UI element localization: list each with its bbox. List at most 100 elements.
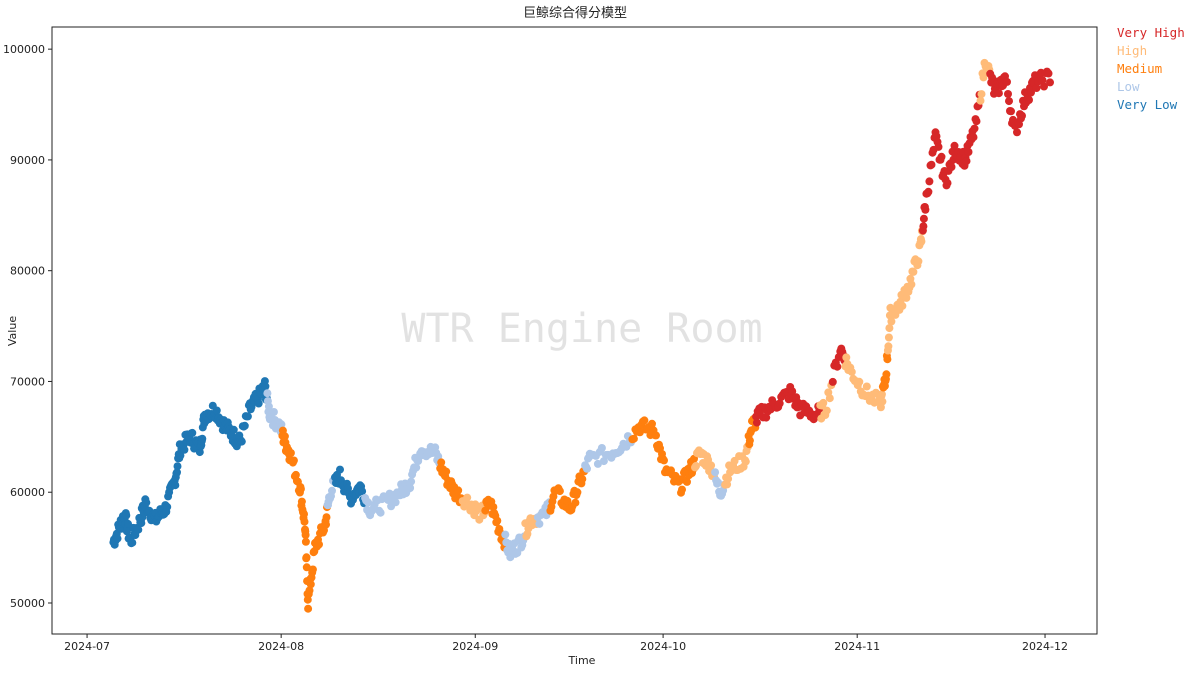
data-point-VL [142, 498, 151, 507]
data-point-M [578, 475, 587, 484]
data-point-H [724, 474, 733, 483]
x-tick-label: 2024-11 [834, 640, 880, 653]
data-point-VH [1032, 84, 1041, 92]
data-point-VH [775, 399, 784, 408]
data-point-M [315, 540, 323, 549]
data-point-VH [964, 148, 973, 156]
data-point-VL [173, 468, 181, 477]
legend-item: Very High [1117, 25, 1185, 40]
data-point-M [302, 553, 311, 562]
legend-item: Medium [1117, 61, 1162, 76]
data-point-VL [254, 399, 263, 408]
data-point-H [907, 280, 916, 289]
data-point-VH [934, 142, 943, 151]
data-point-M [301, 531, 310, 539]
data-point-M [882, 370, 891, 379]
data-point-VL [176, 451, 185, 460]
data-point-VH [1040, 82, 1048, 91]
data-point-L [406, 484, 415, 492]
plot-area [51, 26, 1098, 635]
x-tick-label: 2024-07 [64, 640, 110, 653]
watermark: WTR Engine Room [401, 306, 762, 352]
data-point-L [593, 459, 602, 468]
data-point-M [442, 467, 451, 476]
data-point-M [571, 498, 580, 507]
data-point-VH [925, 177, 934, 186]
data-point-L [535, 519, 544, 528]
data-point-H [878, 397, 887, 406]
y-axis-label: Value [6, 316, 19, 346]
data-point-VH [1046, 78, 1054, 87]
data-point-M [635, 428, 644, 437]
data-point-M [296, 485, 305, 493]
data-point-M [745, 436, 754, 445]
data-point-H [909, 267, 918, 276]
data-point-M [289, 456, 298, 465]
data-point-L [583, 464, 591, 473]
data-point-VH [921, 205, 930, 214]
data-point-VL [134, 525, 143, 534]
data-point-VH [919, 214, 928, 223]
x-tick-label: 2024-12 [1022, 640, 1068, 653]
data-point-M [308, 565, 317, 574]
data-point-VL [237, 437, 246, 446]
data-point-VH [924, 187, 933, 196]
data-point-H [819, 398, 828, 407]
data-point-M [286, 449, 295, 457]
data-point-VL [163, 502, 172, 511]
data-point-M [305, 586, 314, 595]
data-point-H [822, 406, 831, 415]
legend: Very High High Medium Low Very Low [1117, 25, 1185, 112]
data-point-VL [358, 487, 367, 496]
data-point-VH [994, 89, 1003, 98]
data-point-VL [261, 382, 270, 391]
data-point-M [493, 516, 502, 525]
data-point-L [391, 498, 400, 507]
data-point-VH [833, 362, 842, 371]
data-point-VH [1005, 97, 1013, 106]
data-point-L [263, 389, 272, 398]
data-point-H [977, 90, 986, 99]
data-point-M [297, 497, 306, 506]
data-point-M [660, 456, 668, 465]
data-point-VL [229, 425, 238, 434]
data-point-M [302, 563, 311, 572]
data-point-L [714, 478, 723, 487]
data-point-H [877, 390, 886, 399]
data-point-VH [762, 413, 771, 422]
data-point-M [629, 434, 638, 443]
data-point-VL [173, 462, 182, 471]
data-point-M [280, 432, 289, 441]
data-point-VH [1044, 69, 1053, 78]
data-point-M [883, 355, 892, 364]
data-point-VL [212, 406, 221, 415]
data-point-L [407, 477, 416, 486]
data-point-L [597, 444, 606, 452]
data-point-H [847, 367, 856, 376]
data-point-L [264, 402, 273, 411]
x-tick-label: 2024-08 [258, 640, 304, 653]
y-tick-label: 90000 [10, 154, 45, 167]
data-point-VH [1004, 90, 1012, 98]
data-point-VH [828, 377, 837, 386]
data-point-M [648, 419, 656, 428]
data-point-H [862, 382, 871, 391]
data-point-L [376, 508, 385, 517]
data-point-M [291, 470, 300, 479]
data-point-VH [972, 117, 981, 126]
data-points [109, 58, 1054, 613]
data-point-M [300, 510, 308, 519]
data-point-L [364, 498, 373, 507]
data-point-H [855, 377, 864, 386]
data-point-VH [1038, 76, 1047, 85]
data-point-VL [171, 481, 180, 490]
data-point-H [825, 394, 834, 403]
data-point-M [652, 431, 660, 440]
data-point-H [887, 317, 896, 326]
y-tick-label: 50000 [10, 597, 45, 610]
data-point-VH [1027, 88, 1035, 97]
data-point-H [692, 462, 700, 470]
data-point-VH [788, 387, 797, 396]
data-point-VH [919, 222, 928, 231]
data-point-M [563, 496, 572, 505]
